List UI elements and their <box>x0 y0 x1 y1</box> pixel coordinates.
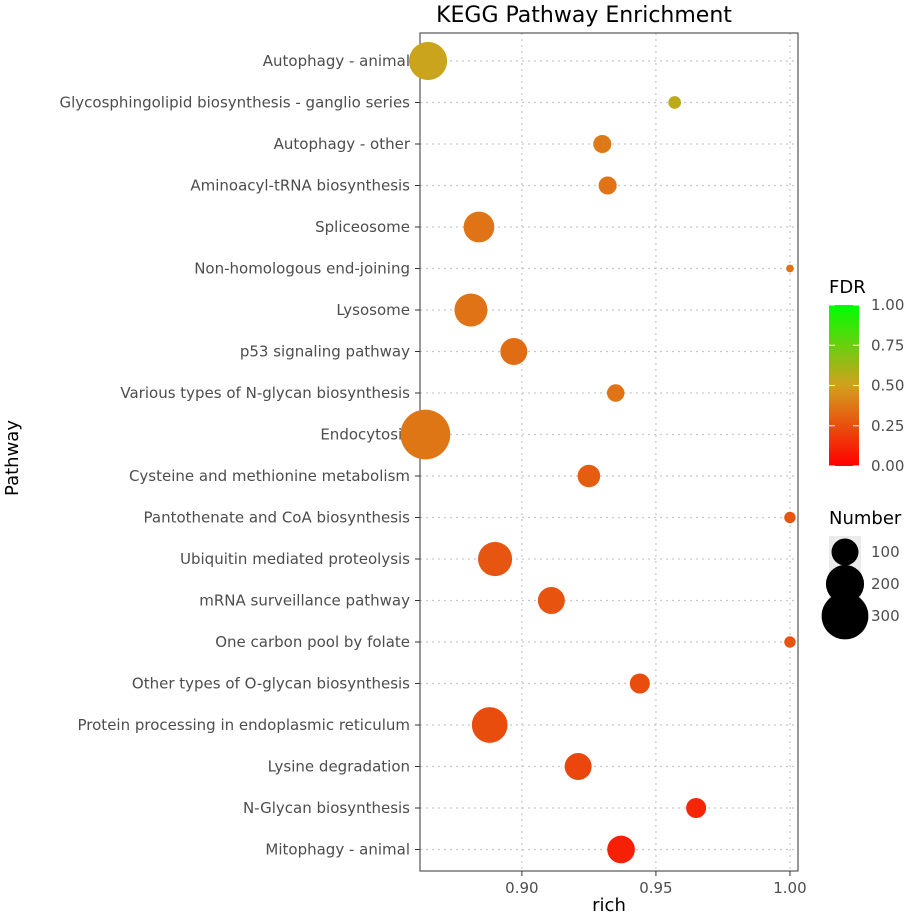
y-tick-label: Other types of O-glycan biosynthesis <box>132 675 410 693</box>
x-axis-title: rich <box>592 895 626 916</box>
y-tick-label: mRNA surveillance pathway <box>199 592 410 610</box>
y-tick-label: N-Glycan biosynthesis <box>243 799 410 817</box>
data-point <box>408 41 448 81</box>
fdr-tick-label: 0.00 <box>871 457 904 475</box>
chart-title: KEGG Pathway Enrichment <box>436 3 732 28</box>
number-legend-keys: 100 200 300 <box>821 536 900 640</box>
fdr-tick-label: 0.50 <box>871 377 904 395</box>
data-point <box>471 707 508 743</box>
data-point <box>477 541 513 577</box>
y-tick-label: Endocytosis <box>320 426 410 444</box>
data-point <box>463 211 495 243</box>
y-tick-label: Pantothenate and CoA biosynthesis <box>144 509 411 527</box>
data-point <box>607 835 635 864</box>
x-tick-label: 0.90 <box>505 879 538 897</box>
y-tick-label: Non-homologous end-joining <box>194 260 410 278</box>
data-point <box>537 587 565 614</box>
fdr-tick-label: 0.25 <box>871 417 904 435</box>
y-tick-label: Mitophagy - animal <box>265 841 410 859</box>
number-key-circle <box>831 538 859 566</box>
data-point <box>577 464 601 488</box>
y-tick-label: Lysine degradation <box>268 758 410 776</box>
data-points <box>400 41 796 864</box>
x-tick-label: 0.95 <box>639 879 672 897</box>
fdr-tick-label: 1.00 <box>871 296 904 314</box>
y-tick-label: Lysosome <box>336 301 410 319</box>
data-point <box>629 673 650 694</box>
y-tick-label: Spliceosome <box>315 218 410 236</box>
y-tick-label: Ubiquitin mediated proteolysis <box>180 550 410 568</box>
data-point <box>593 134 612 154</box>
plot-panel <box>419 32 799 872</box>
y-tick-labels: Autophagy - animal Glycosphingolipid bios… <box>60 52 420 859</box>
y-tick-label: Aminoacyl-tRNA biosynthesis <box>190 177 410 195</box>
number-key-circle <box>825 564 865 604</box>
y-tick-label: Protein processing in endoplasmic reticu… <box>78 716 410 734</box>
data-point <box>668 96 682 109</box>
data-point <box>686 797 707 819</box>
number-legend: Number 100 200 300 <box>821 508 902 640</box>
fdr-legend-title: FDR <box>829 277 866 298</box>
data-point <box>564 753 592 780</box>
data-point <box>400 409 451 460</box>
number-key-label: 100 <box>871 543 900 561</box>
y-axis-title: Pathway <box>2 420 23 496</box>
data-point <box>784 636 796 648</box>
data-point <box>784 511 796 524</box>
number-legend-title: Number <box>829 508 902 529</box>
number-key-label: 300 <box>871 607 900 625</box>
grid <box>420 33 798 871</box>
y-tick-label: One carbon pool by folate <box>215 633 410 651</box>
y-tick-label: Various types of N-glycan biosynthesis <box>120 384 410 402</box>
y-tick-label: Autophagy - animal <box>263 52 410 70</box>
data-point <box>454 293 488 327</box>
x-tick-label: 1.00 <box>773 879 806 897</box>
y-tick-label: Autophagy - other <box>274 135 411 153</box>
data-point <box>500 338 528 365</box>
fdr-legend: FDR 1.00 0.75 0.50 0.25 0.00 <box>829 277 904 475</box>
y-tick-label: Cysteine and methionine metabolism <box>129 467 410 485</box>
data-point <box>598 176 617 195</box>
data-point <box>786 264 794 273</box>
x-tick-labels: 0.90 0.95 1.00 <box>505 871 807 897</box>
number-key-label: 200 <box>871 575 900 593</box>
data-point <box>606 384 625 402</box>
fdr-tick-label: 0.75 <box>871 336 904 354</box>
fdr-colorbar-ticks: 1.00 0.75 0.50 0.25 0.00 <box>829 296 904 475</box>
number-key-circle <box>821 592 869 640</box>
y-tick-label: Glycosphingolipid biosynthesis - ganglio… <box>60 94 411 112</box>
y-tick-label: p53 signaling pathway <box>240 343 410 361</box>
